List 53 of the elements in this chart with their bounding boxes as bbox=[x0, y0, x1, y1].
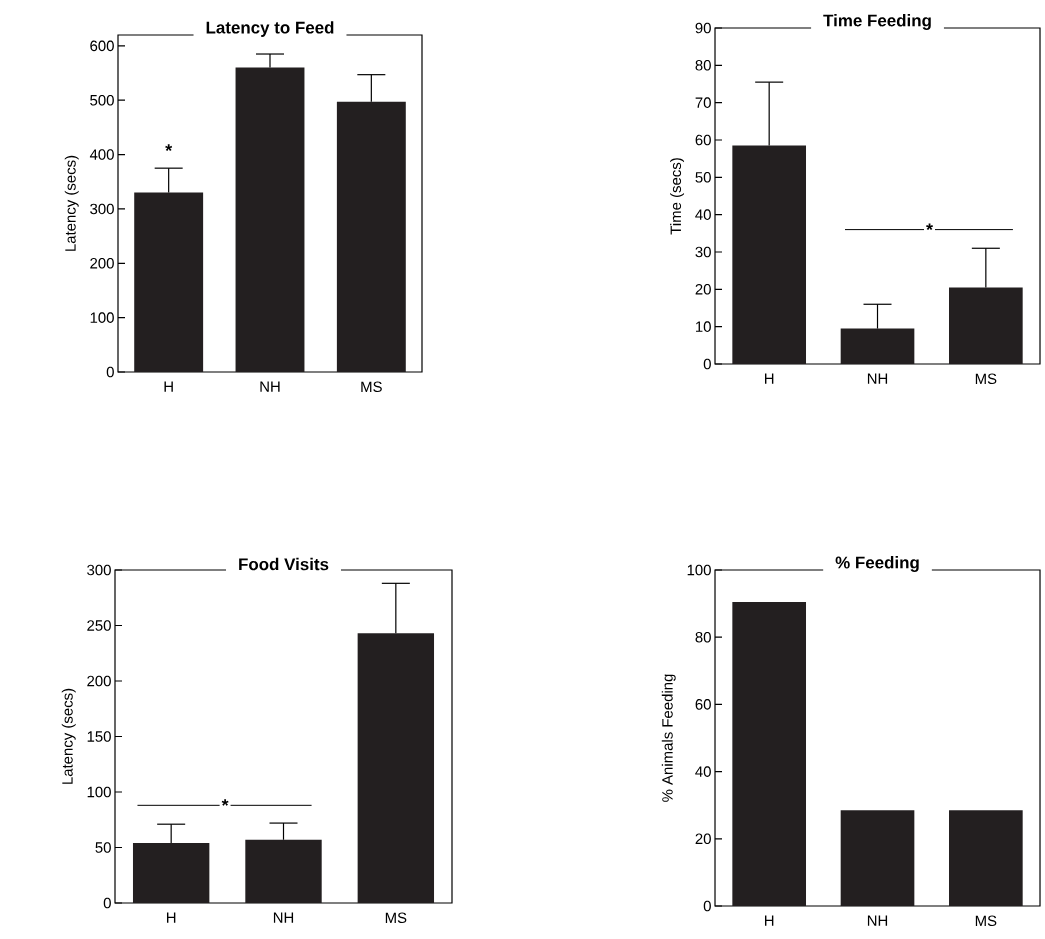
y-tick-label: 80 bbox=[695, 60, 711, 71]
y-tick-label: 40 bbox=[695, 209, 711, 220]
y-tick-label: 80 bbox=[695, 631, 711, 643]
x-tick-label: NH bbox=[260, 381, 280, 392]
y-tick-label: 100 bbox=[90, 312, 114, 323]
y-tick-label: 10 bbox=[696, 321, 711, 332]
x-tick-label: NH bbox=[867, 373, 888, 384]
y-tick-label: 90 bbox=[695, 22, 711, 34]
x-tick-label: MS bbox=[975, 915, 997, 927]
y-tick-label: 0 bbox=[703, 358, 711, 370]
y-tick-label: 0 bbox=[703, 900, 711, 912]
y-tick-label: 50 bbox=[695, 172, 711, 183]
y-tick-label: 20 bbox=[695, 833, 711, 845]
y-axis-title: Latency (secs) bbox=[64, 155, 79, 251]
y-tick-label: 600 bbox=[90, 40, 114, 52]
y-tick-label: 250 bbox=[87, 620, 111, 631]
x-tick-label: MS bbox=[975, 373, 997, 385]
y-tick-label: 200 bbox=[87, 675, 111, 687]
x-tick-label: NH bbox=[867, 915, 888, 926]
x-tick-label: H bbox=[166, 912, 176, 923]
y-tick-label: 150 bbox=[87, 731, 111, 742]
y-tick-label: 500 bbox=[90, 94, 114, 106]
y-tick-label: 100 bbox=[87, 786, 111, 798]
y-tick-label: 70 bbox=[695, 97, 711, 108]
y-tick-label: 40 bbox=[695, 766, 711, 777]
y-tick-label: 30 bbox=[695, 246, 711, 258]
annotation: * bbox=[221, 799, 229, 806]
y-axis-title: % Animals Feeding bbox=[661, 674, 676, 802]
x-tick-label: MS bbox=[361, 381, 382, 393]
chart-title: Time Feeding bbox=[823, 14, 931, 30]
x-tick-label: H bbox=[164, 381, 173, 392]
chart-title: Latency to Feed bbox=[206, 21, 334, 37]
y-axis-title: Time (secs) bbox=[670, 158, 685, 235]
annotation: * bbox=[926, 223, 933, 231]
y-tick-label: 300 bbox=[90, 203, 114, 215]
x-tick-label: H bbox=[765, 915, 774, 926]
x-tick-label: NH bbox=[273, 912, 294, 923]
y-tick-label: 60 bbox=[695, 699, 711, 710]
y-tick-label: 60 bbox=[695, 134, 711, 146]
x-tick-label: MS bbox=[385, 912, 407, 924]
annotation: * bbox=[165, 144, 173, 151]
x-tick-label: H bbox=[765, 373, 774, 384]
y-tick-label: 50 bbox=[95, 842, 111, 853]
y-tick-label: 0 bbox=[103, 897, 111, 909]
y-tick-label: 200 bbox=[90, 257, 114, 269]
y-tick-label: 20 bbox=[695, 284, 711, 295]
y-axis-title: Latency (secs) bbox=[61, 688, 76, 784]
y-tick-label: 0 bbox=[106, 366, 114, 378]
y-tick-label: 400 bbox=[89, 149, 114, 160]
y-tick-label: 100 bbox=[687, 564, 711, 576]
chart-title: Food Visits bbox=[239, 557, 329, 571]
chart-title: % Feeding bbox=[835, 556, 919, 572]
y-tick-label: 300 bbox=[87, 564, 111, 576]
